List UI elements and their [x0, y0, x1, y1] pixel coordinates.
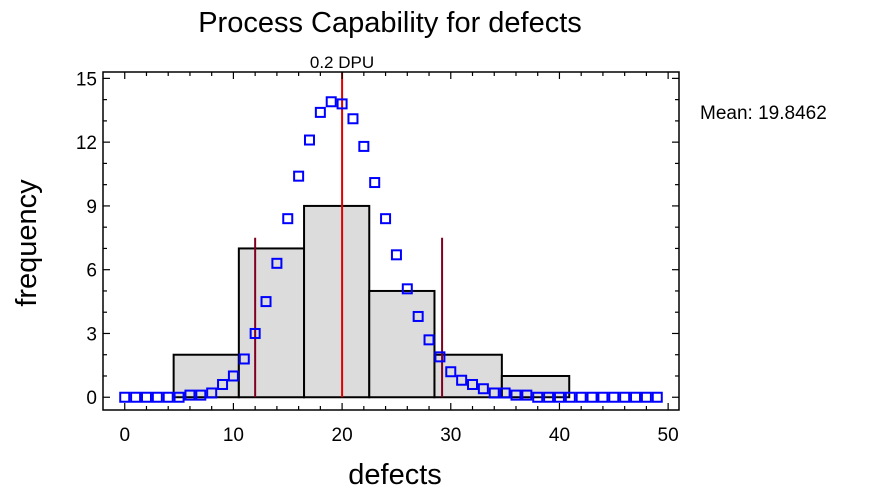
- x-tick-label-50: 50: [658, 425, 679, 446]
- y-axis-label: frequency: [11, 179, 43, 307]
- y-tick-label-12: 12: [76, 133, 97, 154]
- fitted-point-6: [184, 389, 196, 401]
- fitted-point-37: [521, 389, 533, 401]
- fitted-point-12: [249, 327, 261, 339]
- fitted-point-7: [195, 389, 207, 401]
- fitted-point-1: [130, 391, 142, 403]
- fitted-point-25: [390, 249, 402, 261]
- fitted-point-43: [586, 391, 598, 403]
- y-tick-label-6: 6: [86, 261, 97, 282]
- fitted-point-40: [553, 391, 565, 403]
- fitted-point-0: [119, 391, 131, 403]
- fitted-point-35: [499, 387, 511, 399]
- fitted-point-2: [140, 391, 152, 403]
- fitted-point-8: [206, 387, 218, 399]
- fitted-point-15: [282, 213, 294, 225]
- fitted-point-21: [347, 113, 359, 125]
- fitted-point-17: [303, 134, 315, 146]
- fitted-point-39: [543, 391, 555, 403]
- fitted-point-47: [630, 391, 642, 403]
- y-tick-label-3: 3: [86, 324, 97, 345]
- fitted-point-45: [608, 391, 620, 403]
- y-tick-label-9: 9: [86, 197, 97, 218]
- y-tick-label-0: 0: [86, 388, 97, 409]
- fitted-point-41: [564, 391, 576, 403]
- fitted-point-33: [477, 383, 489, 395]
- fitted-point-26: [401, 283, 413, 295]
- fitted-point-4: [162, 391, 174, 403]
- fitted-point-20: [336, 98, 348, 110]
- fitted-point-11: [238, 353, 250, 365]
- x-tick-label-30: 30: [440, 425, 461, 446]
- fitted-point-49: [651, 391, 663, 403]
- fitted-point-24: [380, 213, 392, 225]
- fitted-point-34: [488, 387, 500, 399]
- fitted-point-32: [467, 378, 479, 390]
- y-tick-label-15: 15: [76, 69, 97, 90]
- fitted-point-19: [325, 96, 337, 108]
- x-axis-label: defects: [348, 459, 442, 491]
- fitted-point-10: [227, 370, 239, 382]
- fitted-point-29: [434, 351, 446, 363]
- fitted-point-48: [640, 391, 652, 403]
- fitted-point-14: [271, 257, 283, 269]
- fitted-point-9: [217, 378, 229, 390]
- histogram-bar-1: [237, 247, 306, 399]
- fitted-point-30: [445, 366, 457, 378]
- fitted-point-3: [151, 391, 163, 403]
- fitted-point-18: [314, 106, 326, 118]
- fitted-point-5: [173, 391, 185, 403]
- fitted-point-42: [575, 391, 587, 403]
- x-tick-label-0: 0: [119, 425, 130, 446]
- fitted-point-23: [369, 177, 381, 189]
- fitted-point-22: [358, 140, 370, 152]
- fitted-point-36: [510, 389, 522, 401]
- fitted-point-31: [456, 374, 468, 386]
- fitted-point-13: [260, 296, 272, 308]
- fitted-point-16: [293, 170, 305, 182]
- chart-title: Process Capability for defects: [198, 7, 582, 39]
- fitted-point-27: [412, 310, 424, 322]
- mean-stat: Mean: 19.8462: [700, 103, 827, 124]
- plot-frame: [102, 71, 680, 411]
- chart-subtitle: 0.2 DPU: [310, 53, 374, 72]
- x-tick-label-40: 40: [549, 425, 570, 446]
- x-tick-label-20: 20: [332, 425, 353, 446]
- fitted-point-28: [423, 334, 435, 346]
- fitted-point-44: [597, 391, 609, 403]
- x-tick-label-10: 10: [223, 425, 244, 446]
- plot-area: 0 10 20 30 40 50 0 3 6 9 12 15: [76, 69, 680, 446]
- fitted-point-38: [532, 391, 544, 403]
- fitted-point-46: [619, 391, 631, 403]
- histogram-bar-2: [303, 204, 371, 399]
